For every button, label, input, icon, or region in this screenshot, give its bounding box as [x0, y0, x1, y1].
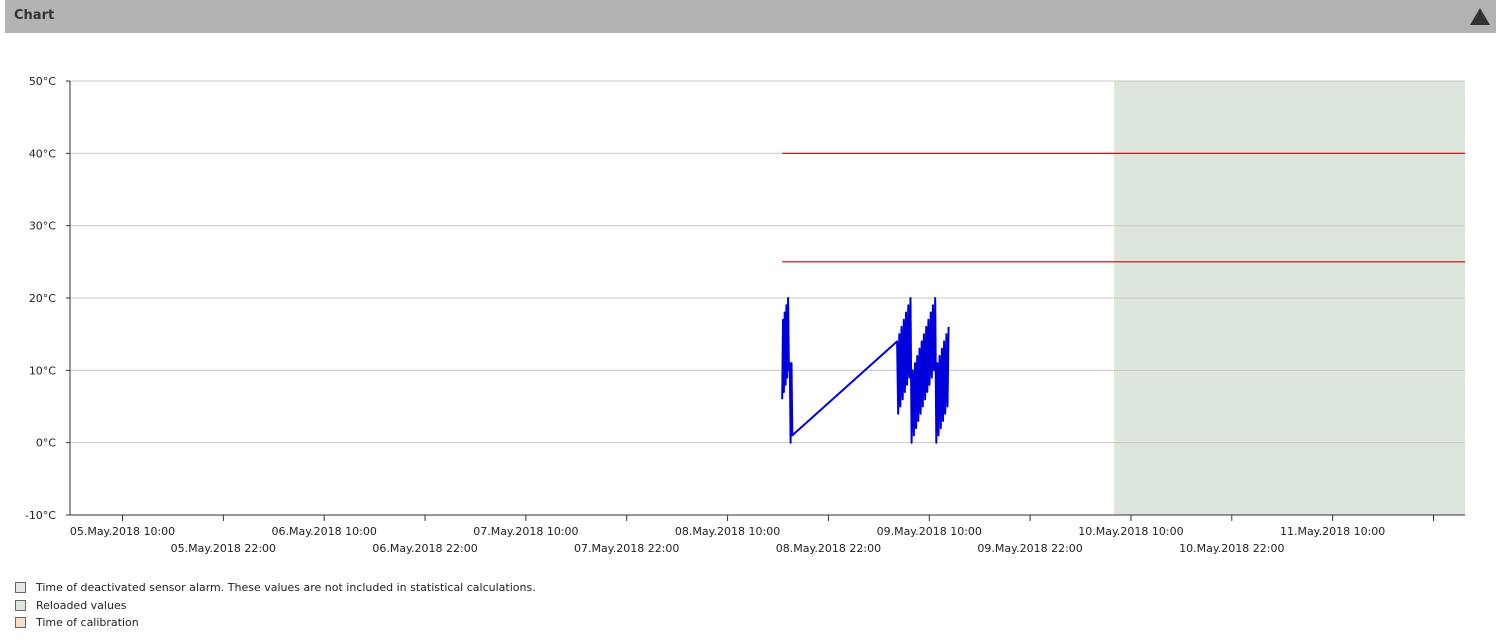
legend-swatch-calibration	[15, 617, 26, 628]
x-tick-label: 05.May.2018 22:00	[171, 542, 276, 555]
temperature-series-line	[781, 297, 950, 444]
chart-panel-header: Chart	[5, 0, 1496, 33]
x-tick-label: 06.May.2018 22:00	[372, 542, 477, 555]
temperature-chart: -10°C 0°C 10°C 20°C 30°C 40°C 50°C 05.May.2018 …	[25, 75, 1465, 555]
x-tick-label: 09.May.2018 10:00	[877, 525, 982, 538]
y-tick-label: 0°C	[36, 437, 56, 450]
y-tick-label: 10°C	[29, 364, 56, 377]
legend-label-deactivated-alarm: Time of deactivated sensor alarm. These …	[36, 581, 536, 594]
triangle-up-icon	[1470, 8, 1490, 25]
y-tick-label: -10°C	[25, 509, 56, 522]
x-tick-label: 06.May.2018 10:00	[272, 525, 377, 538]
legend-swatch-deactivated-alarm	[15, 582, 26, 593]
y-tick-label: 30°C	[29, 220, 56, 233]
x-tick-label: 05.May.2018 10:00	[70, 525, 175, 538]
y-tick-label: 50°C	[29, 75, 56, 88]
y-tick-label: 20°C	[29, 292, 56, 305]
x-tick-label: 10.May.2018 10:00	[1078, 525, 1183, 538]
x-tick-label: 07.May.2018 10:00	[473, 525, 578, 538]
x-tick-label: 07.May.2018 22:00	[574, 542, 679, 555]
collapse-button[interactable]	[1470, 8, 1490, 26]
x-tick-label: 11.May.2018 10:00	[1280, 525, 1385, 538]
x-tick-label: 08.May.2018 10:00	[675, 525, 780, 538]
legend-label-calibration: Time of calibration	[36, 616, 139, 629]
legend-swatch-reloaded-values	[15, 599, 26, 611]
panel-title: Chart	[14, 8, 55, 23]
x-tick-label: 10.May.2018 22:00	[1179, 542, 1284, 555]
legend-label-reloaded-values: Reloaded values	[36, 598, 127, 612]
x-tick-label: 08.May.2018 22:00	[776, 542, 881, 555]
y-tick-label: 40°C	[29, 147, 56, 160]
x-tick-label: 09.May.2018 22:00	[977, 542, 1082, 555]
